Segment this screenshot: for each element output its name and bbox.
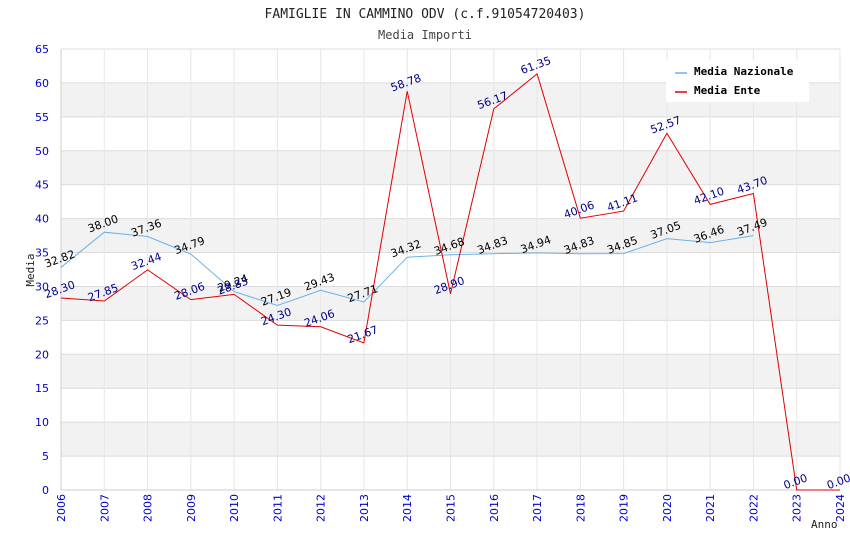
x-tick-label: 2017	[531, 494, 544, 522]
x-tick-labels: 2006 2007 2008 2009 2010 2011 2012 2013 2014 2015…	[55, 494, 847, 522]
y-tick-label: 55	[35, 111, 49, 124]
x-tick-label: 2006	[55, 494, 68, 522]
y-tick-label: 5	[42, 450, 49, 463]
x-tick-label: 2020	[661, 494, 674, 522]
x-tick-label: 2019	[618, 494, 631, 522]
series-line-media-nazionale	[60, 231, 754, 307]
y-tick-label: 25	[35, 314, 49, 327]
y-tick-label: 60	[35, 77, 49, 90]
x-tick-label: 2012	[315, 494, 328, 522]
x-tick-label: 2008	[142, 494, 155, 522]
y-tick-label: 10	[35, 416, 49, 429]
y-tick-label: 20	[35, 348, 49, 361]
y-tick-labels: 0 5 10 15 20 25 30 35 40 45 50 55 60 65	[35, 43, 49, 497]
x-tick-label: 2007	[98, 494, 111, 522]
series-line-media-ente	[60, 72, 840, 491]
x-tick-label: 2018	[574, 494, 587, 522]
grid-lines	[60, 48, 841, 491]
legend-box	[666, 60, 809, 102]
data-label-media-ente: 32.44	[129, 250, 163, 273]
series-lines	[60, 72, 840, 491]
x-tick-label: 2022	[747, 494, 760, 522]
data-label-media-ente: 42.10	[692, 185, 726, 208]
x-tick-label: 2014	[401, 494, 414, 522]
y-tick-label: 40	[35, 213, 49, 226]
y-tick-label: 30	[35, 280, 49, 293]
x-tick-label: 2021	[704, 494, 717, 522]
y-tick-label: 65	[35, 43, 49, 56]
y-tick-label: 35	[35, 247, 49, 260]
x-tick-label: 2013	[358, 494, 371, 522]
legend-label-media-ente: Media Ente	[694, 84, 761, 97]
axes	[60, 49, 840, 491]
y-axis-label: Media	[24, 253, 37, 286]
x-axis-label: Anno	[811, 518, 838, 531]
x-tick-label: 2016	[488, 494, 501, 522]
legend-label-media-nazionale: Media Nazionale	[694, 65, 794, 78]
chart-subtitle: Media Importi	[378, 28, 472, 42]
x-tick-label: 2024	[834, 494, 847, 522]
data-label-media-ente: 0.00	[782, 471, 809, 492]
y-tick-label: 50	[35, 145, 49, 158]
x-tick-label: 2023	[791, 494, 804, 522]
x-tick-label: 2009	[185, 494, 198, 522]
x-tick-label: 2011	[271, 494, 284, 522]
y-tick-label: 45	[35, 179, 49, 192]
data-label-media-ente: 40.06	[562, 198, 596, 221]
y-tick-label: 0	[42, 484, 49, 497]
data-label-media-ente: 0.00	[825, 471, 850, 492]
chart-title: FAMIGLIE IN CAMMINO ODV (c.f.91054720403…	[265, 7, 586, 22]
x-tick-label: 2010	[228, 494, 241, 522]
legend: Media Nazionale Media Ente	[666, 60, 809, 102]
data-label-media-ente: 61.35	[519, 54, 553, 77]
x-tick-label: 2015	[445, 494, 458, 522]
y-tick-label: 15	[35, 382, 49, 395]
